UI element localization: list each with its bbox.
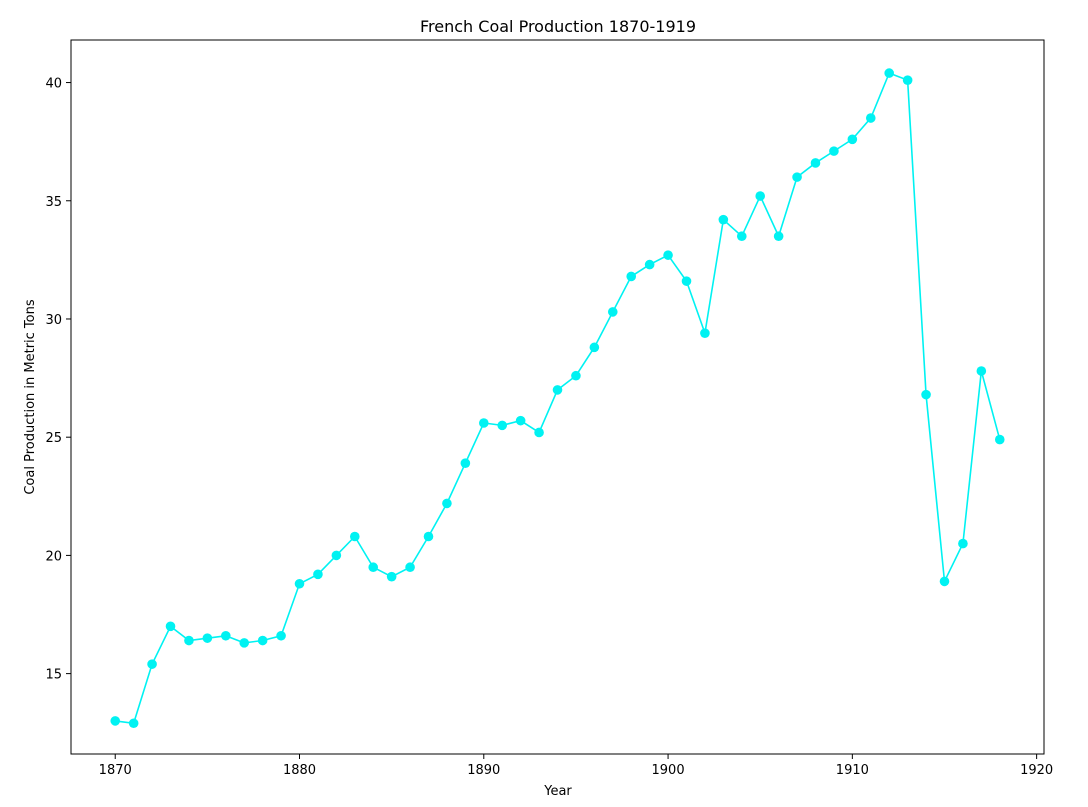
data-point xyxy=(700,328,710,338)
data-point xyxy=(865,113,876,123)
data-point xyxy=(442,498,452,509)
data-point xyxy=(958,538,968,549)
data-point xyxy=(921,389,931,400)
x-tick-label: 1880 xyxy=(283,763,316,778)
data-point xyxy=(755,191,766,201)
data-point xyxy=(239,638,250,648)
x-tick-label: 1870 xyxy=(99,763,132,778)
data-point xyxy=(386,571,397,582)
data-point xyxy=(589,342,600,353)
x-tick-label: 1910 xyxy=(836,763,869,778)
data-point xyxy=(221,630,231,641)
y-tick-label: 25 xyxy=(45,431,62,446)
data-point xyxy=(994,434,1005,445)
data-point xyxy=(718,214,729,225)
data-point xyxy=(184,635,194,646)
data-point xyxy=(810,158,821,168)
data-point xyxy=(939,576,950,587)
y-tick-label: 20 xyxy=(45,549,62,564)
data-point xyxy=(847,134,858,145)
data-point xyxy=(202,633,213,643)
data-point xyxy=(552,385,563,395)
x-tick-label: 1900 xyxy=(652,763,685,778)
data-point xyxy=(515,415,526,426)
data-point xyxy=(478,418,489,428)
x-tick-label: 1890 xyxy=(467,763,500,778)
y-tick-label: 40 xyxy=(45,77,62,92)
data-point xyxy=(497,420,508,431)
data-point xyxy=(368,562,379,573)
series-layer xyxy=(110,68,1005,729)
data-point xyxy=(644,259,655,270)
data-point xyxy=(792,172,802,182)
plot-area xyxy=(70,39,1045,755)
data-point xyxy=(902,75,913,85)
data-point xyxy=(773,231,784,242)
y-tick-label: 35 xyxy=(45,195,62,210)
data-point xyxy=(884,68,894,78)
data-point xyxy=(626,271,637,282)
data-point xyxy=(976,366,987,376)
data-point xyxy=(313,569,323,580)
data-point xyxy=(331,550,342,561)
data-point xyxy=(423,531,434,542)
data-point xyxy=(276,630,286,641)
data-point xyxy=(534,427,544,438)
data-point xyxy=(663,250,673,260)
y-axis-title: Coal Production in Metric Tons xyxy=(23,299,38,494)
data-point xyxy=(829,146,839,156)
x-tick-label: 1920 xyxy=(1020,763,1053,778)
x-axis: 1870 1880 1890 1900 1910 1920 xyxy=(99,754,1053,778)
chart-title: French Coal Production 1870-1919 xyxy=(420,17,696,36)
plot-frame xyxy=(70,39,1045,755)
data-point xyxy=(736,231,747,242)
data-point xyxy=(294,578,305,589)
data-point xyxy=(681,276,692,286)
data-point xyxy=(405,562,415,573)
data-point xyxy=(110,716,121,726)
y-tick-label: 15 xyxy=(45,668,62,683)
data-point xyxy=(349,531,360,542)
data-point xyxy=(147,659,157,669)
data-point xyxy=(257,635,268,646)
data-point xyxy=(571,370,581,381)
x-axis-title: Year xyxy=(543,784,572,799)
y-tick-label: 30 xyxy=(45,313,62,328)
data-point xyxy=(607,307,618,317)
data-point xyxy=(165,621,176,632)
y-axis: 15 20 25 30 35 40 xyxy=(45,77,71,683)
data-point xyxy=(128,718,139,729)
data-point xyxy=(460,458,471,469)
